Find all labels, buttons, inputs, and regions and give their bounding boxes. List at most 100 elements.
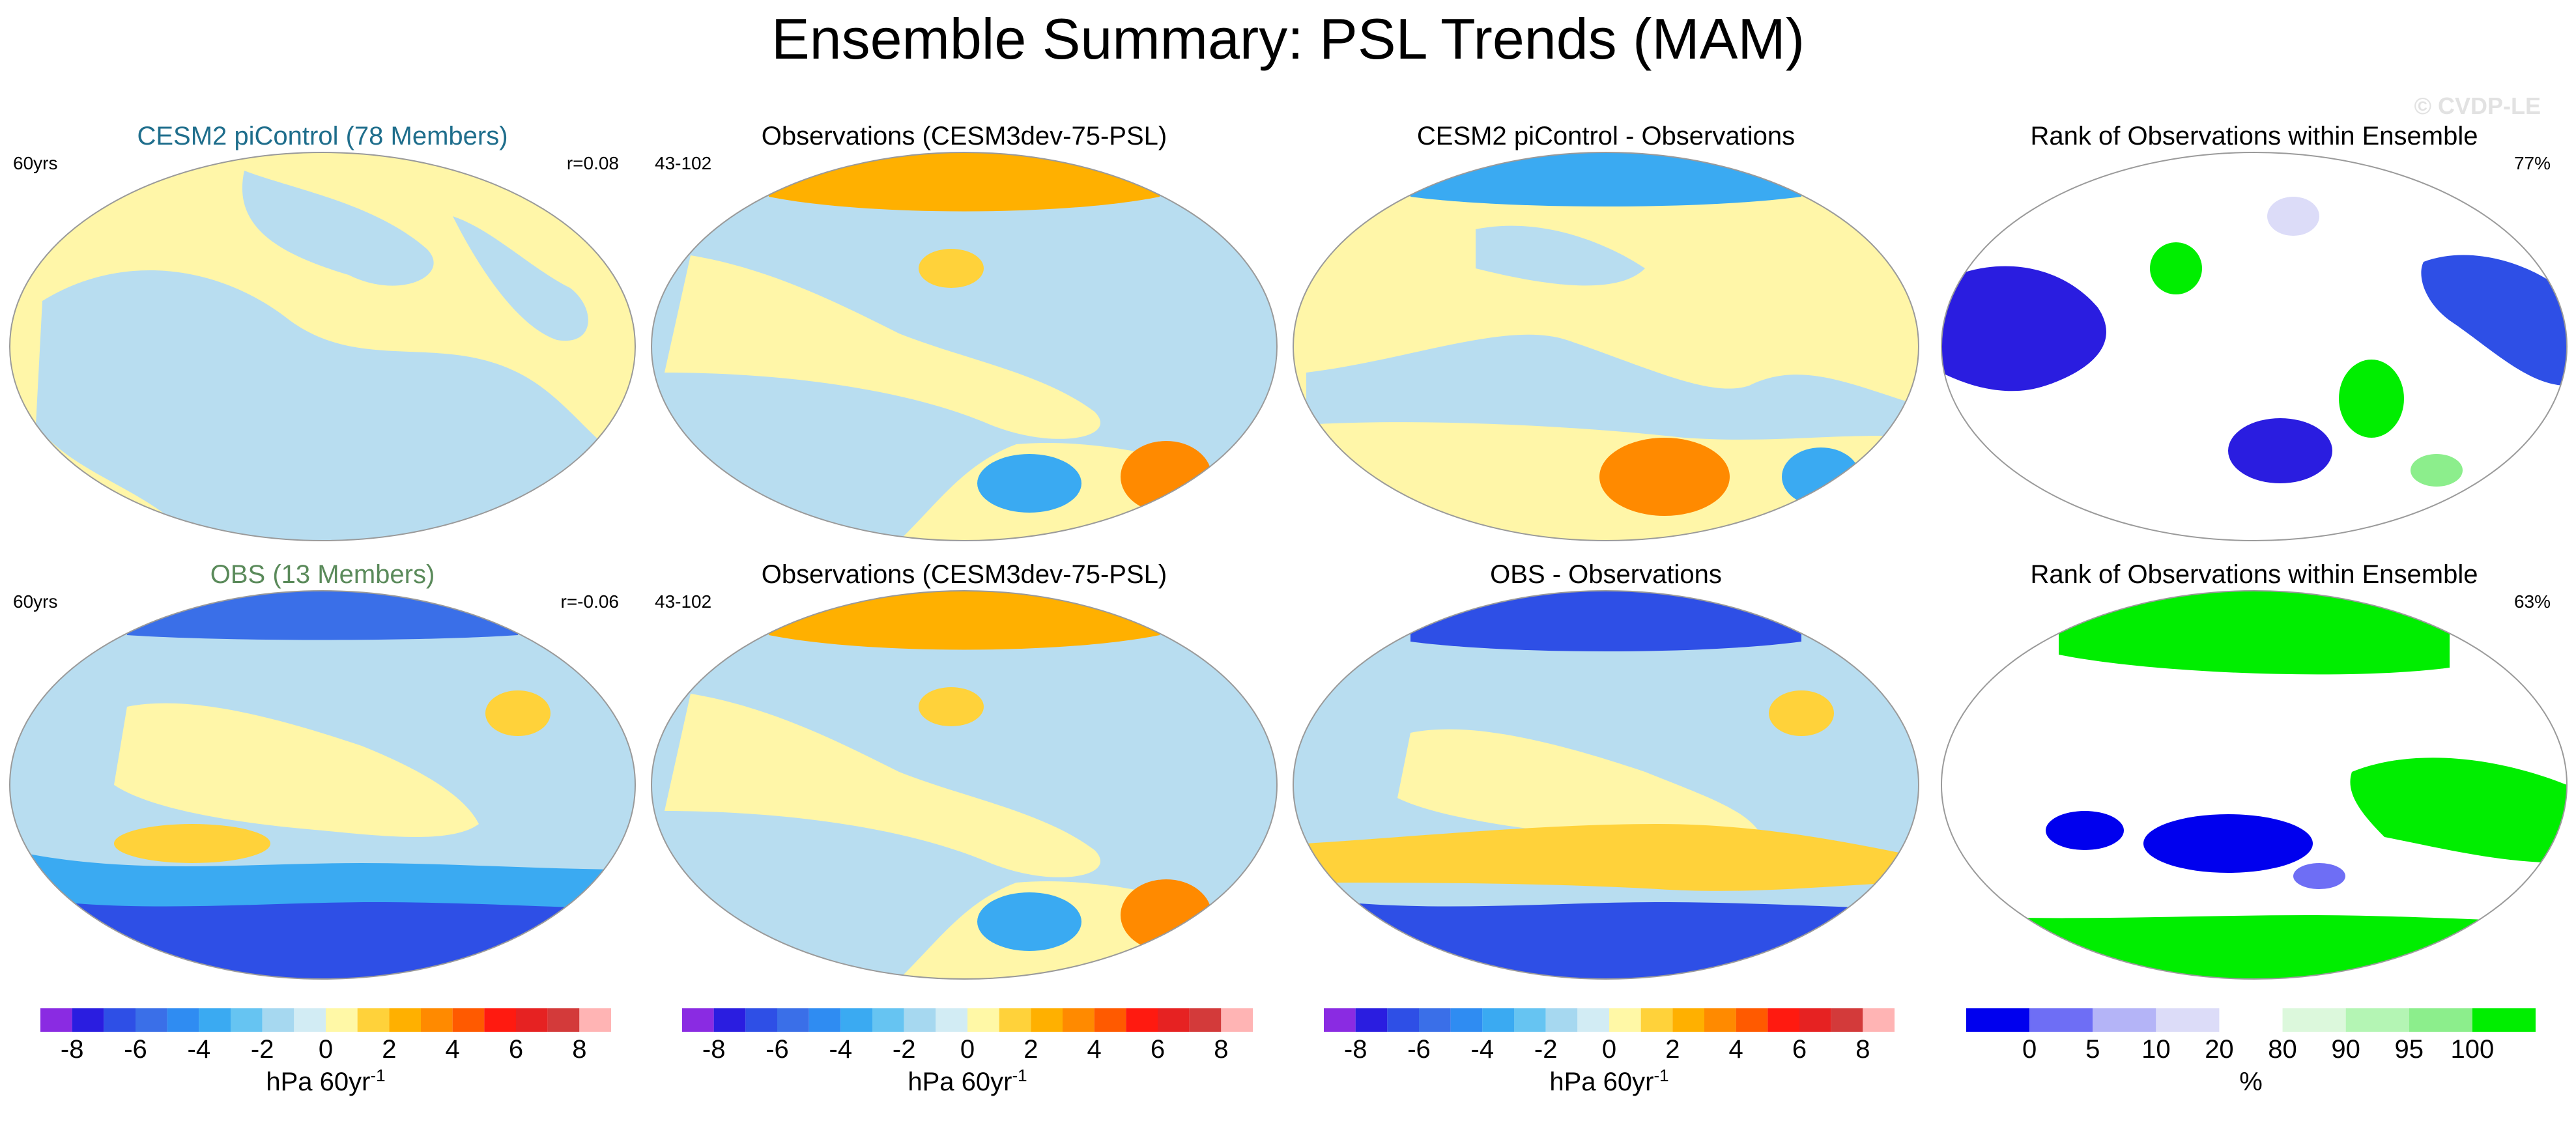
colorbar-swatch [199,1008,231,1032]
colorbar-swatch [484,1008,516,1032]
colorbar-tick-label: 8 [1214,1035,1228,1064]
colorbar-swatch [1221,1008,1253,1032]
panel-left-label: 43-102 [655,153,711,173]
colorbar-tick-label: 2 [1665,1035,1680,1064]
map-field [1293,591,1919,979]
panel-rank-top: Rank of Observations within Ensemble 77% [1941,122,2568,541]
colorbar-swatch [2093,1008,2156,1032]
colorbar-tick-label: 4 [1087,1035,1102,1064]
colorbar-swatch [136,1008,167,1032]
colorbar-swatch [294,1008,326,1032]
colorbar-swatch [326,1008,358,1032]
colorbar-swatch [999,1008,1031,1032]
colorbar-swatch [1063,1008,1095,1032]
colorbar-swatch [1966,1008,2030,1032]
colorbar-swatch [777,1008,809,1032]
colorbar-swatch [1767,1008,1799,1032]
colorbar-swatch [389,1008,421,1032]
colorbar-units: hPa 60yr-1 [1549,1066,1668,1096]
colorbar-swatch [809,1008,841,1032]
colorbar-tick-label: 0 [319,1035,333,1064]
colorbar-swatch [262,1008,294,1032]
colorbar-swatch [1545,1008,1578,1032]
colorbar-swatch [1158,1008,1190,1032]
panel-right-label: r=-0.06 [561,591,620,612]
panel-right-label: 63% [2514,591,2551,612]
colorbar-swatch [1640,1008,1673,1032]
panel-observations-top: Observations (CESM3dev-75-PSL) 43-102 [651,122,1278,541]
colorbar-tick-label: 4 [446,1035,460,1064]
map-field [651,591,1277,979]
colorbar-swatch [936,1008,967,1032]
colorbar-tick-label: 2 [382,1035,396,1064]
colorbar-swatch [579,1008,611,1032]
colorbar-trend-3: -8 -6 -4 -2 0 2 4 6 8 hPa 60yr-1 [1324,1008,1895,1096]
colorbar-tick-label: -2 [1534,1035,1558,1064]
colorbar-tick-label: -4 [829,1035,853,1064]
colorbar-swatch [421,1008,453,1032]
colorbar-swatch [40,1008,72,1032]
colorbar-swatch [1419,1008,1451,1032]
colorbar-trend-2: -8 -6 -4 -2 0 2 4 6 8 hPa 60yr-1 [682,1008,1253,1096]
colorbar-tick-label: -2 [251,1035,274,1064]
panel-left-label: 43-102 [655,591,711,612]
colorbar-rank: 0 5 10 20 80 90 95 100% [1966,1008,2536,1096]
colorbar-swatch [1482,1008,1514,1032]
colorbar-swatch [967,1008,999,1032]
colorbar-swatch [516,1008,548,1032]
colorbar-units: % [2239,1068,2263,1096]
colorbar-swatch [547,1008,580,1032]
panel-left-label: 60yrs [13,153,57,173]
panel-rank-bottom: Rank of Observations within Ensemble 63% [1941,560,2568,980]
colorbar-swatch [1031,1008,1063,1032]
colorbar-swatch [72,1008,104,1032]
colorbar-tick-label: -2 [893,1035,916,1064]
colorbar-tick-label: 90 [2331,1035,2360,1064]
panel-title: OBS - Observations [1490,560,1722,589]
colorbar-swatch [357,1008,390,1032]
colorbar-tick-label: -6 [766,1035,789,1064]
colorbar-swatch [1799,1008,1831,1032]
colorbar-tick-label: -4 [188,1035,211,1064]
colorbar-swatch [1672,1008,1704,1032]
colorbar-units: hPa 60yr-1 [266,1066,385,1096]
colorbar-swatch [1355,1008,1388,1032]
panel-title: Observations (CESM3dev-75-PSL) [762,560,1167,589]
watermark: © CVDP-LE [2414,92,2541,119]
colorbar-tick-label: 80 [2268,1035,2297,1064]
colorbar-swatch [1094,1008,1126,1032]
map-field [10,591,635,979]
colorbar-tick-label: 8 [1855,1035,1870,1064]
panel-right-label: 77% [2514,153,2551,173]
panel-right-label: r=0.08 [567,153,619,173]
colorbar-swatch [1736,1008,1768,1032]
colorbar-swatch [904,1008,936,1032]
panel-title: Rank of Observations within Ensemble [2031,122,2478,150]
colorbar-swatch [2156,1008,2220,1032]
colorbar-swatch [1450,1008,1483,1032]
colorbar-swatch [1126,1008,1158,1032]
colorbar-tick-label: -8 [61,1035,84,1064]
colorbar-swatch [1831,1008,1863,1032]
panel-title: CESM2 piControl (78 Members) [137,122,508,150]
colorbar-tick-label: 100 [2451,1035,2495,1064]
colorbar-tick-label: -6 [1407,1035,1431,1064]
colorbar-swatch [167,1008,199,1032]
colorbar-trend-1: -8 -6 -4 -2 0 2 4 6 8 hPa 60yr-1 [40,1008,611,1096]
colorbar-tick-label: 6 [509,1035,523,1064]
colorbar-swatch [2409,1008,2472,1032]
colorbar-units: hPa 60yr-1 [908,1066,1027,1096]
colorbar-tick-label: 6 [1792,1035,1807,1064]
colorbar-tick-label: -8 [1344,1035,1367,1064]
colorbar-tick-label: 10 [2141,1035,2171,1064]
colorbar-tick-label: -8 [702,1035,726,1064]
colorbar-swatch [452,1008,485,1032]
colorbar-swatch [682,1008,714,1032]
colorbar-swatch [840,1008,872,1032]
colorbar-tick-label: 0 [960,1035,975,1064]
colorbar-swatch [1387,1008,1419,1032]
colorbar-swatch [1514,1008,1546,1032]
panel-obs-ensemble: OBS (13 Members) 60yrs r=-0.06 [9,560,636,980]
colorbar-tick-label: 20 [2205,1035,2234,1064]
